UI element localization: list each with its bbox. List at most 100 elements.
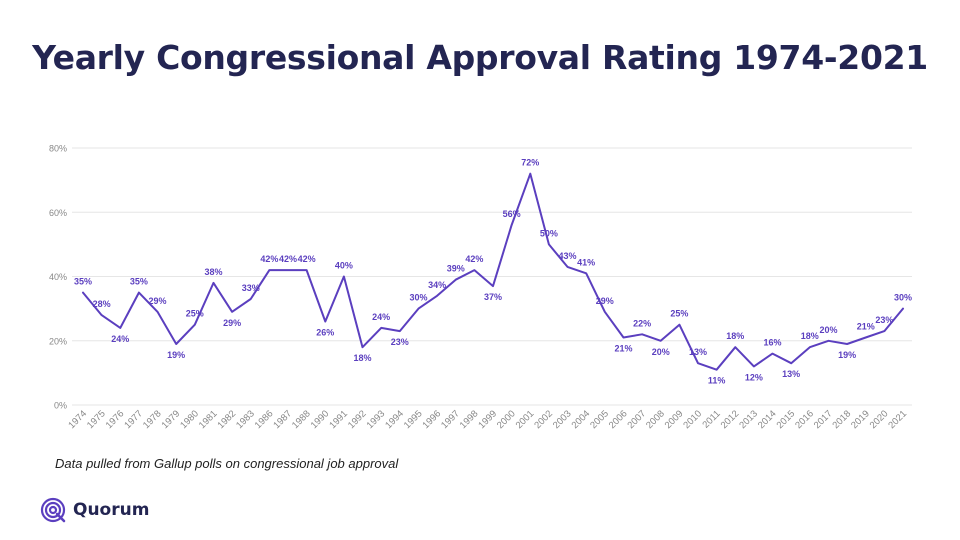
data-label: 56% <box>503 209 521 219</box>
data-label: 42% <box>298 254 316 264</box>
x-tick-label: 2003 <box>551 408 574 431</box>
x-tick-label: 2018 <box>830 408 853 431</box>
data-label: 50% <box>540 228 558 238</box>
data-label: 41% <box>577 257 595 267</box>
series-layer <box>82 172 904 371</box>
data-label: 38% <box>204 267 222 277</box>
data-label: 20% <box>819 325 837 335</box>
data-label: 29% <box>596 296 614 306</box>
data-label: 35% <box>130 277 148 287</box>
data-label: 20% <box>652 347 670 357</box>
x-tick-label: 1975 <box>85 408 108 431</box>
x-tick-label: 1995 <box>402 408 425 431</box>
x-tick-label: 2014 <box>756 408 779 431</box>
data-label: 25% <box>670 309 688 319</box>
data-label: 24% <box>372 312 390 322</box>
data-label: 43% <box>559 251 577 261</box>
data-label: 72% <box>521 158 539 168</box>
data-label: 29% <box>149 296 167 306</box>
data-label: 33% <box>242 283 260 293</box>
data-label: 42% <box>260 254 278 264</box>
x-tick-label: 1997 <box>439 408 462 431</box>
data-label: 35% <box>74 277 92 287</box>
quorum-logo: Quorum <box>40 497 149 523</box>
y-tick-label: 40% <box>49 272 67 282</box>
y-tick-label: 20% <box>49 336 67 346</box>
x-tick-label: 1976 <box>104 408 127 431</box>
data-label-layer: 35%28%24%35%29%19%25%38%29%33%42% 42% 42%2… <box>74 158 912 386</box>
data-label: 34% <box>428 280 446 290</box>
data-label: 37% <box>484 292 502 302</box>
x-tick-label: 2012 <box>719 408 742 431</box>
x-tick-label: 2005 <box>588 408 611 431</box>
data-label: 11% <box>708 376 726 386</box>
quorum-logo-icon <box>40 497 66 523</box>
grid-layer <box>72 147 912 406</box>
series-line <box>82 172 904 371</box>
data-label: 42% <box>465 254 483 264</box>
data-label: 30% <box>894 293 912 303</box>
x-tick-label: 1974 <box>66 408 89 431</box>
x-tick-label: 1993 <box>365 408 388 431</box>
x-axis-ticks: 1974197519761977197819791980198119821983… <box>66 408 909 431</box>
x-tick-label: 2000 <box>495 408 518 431</box>
data-label: 30% <box>409 293 427 303</box>
x-tick-label: 1991 <box>327 408 350 431</box>
data-label: 22% <box>633 318 651 328</box>
x-tick-label: 2001 <box>514 408 537 431</box>
x-tick-label: 1996 <box>420 408 443 431</box>
x-tick-label: 1987 <box>271 408 294 431</box>
data-label: 23% <box>391 337 409 347</box>
chart-title: Yearly Congressional Approval Rating 197… <box>32 38 928 77</box>
data-label: 18% <box>801 331 819 341</box>
y-tick-label: 0% <box>54 401 67 411</box>
x-tick-label: 1990 <box>309 408 332 431</box>
data-label: 21% <box>614 344 632 354</box>
data-label: 26% <box>316 327 334 337</box>
data-label: 13% <box>689 347 707 357</box>
data-label: 25% <box>186 309 204 319</box>
x-tick-label: 1998 <box>458 408 481 431</box>
x-tick-label: 1982 <box>215 408 238 431</box>
x-tick-label: 1977 <box>122 408 145 431</box>
x-tick-label: 2015 <box>775 408 798 431</box>
data-label: 19% <box>167 350 185 360</box>
y-tick-label: 80% <box>49 144 67 154</box>
x-tick-label: 2013 <box>737 408 760 431</box>
x-tick-label: 2008 <box>644 408 667 431</box>
data-label: 23% <box>875 315 893 325</box>
data-label: 12% <box>745 372 763 382</box>
data-label: 39% <box>447 264 465 274</box>
x-tick-label: 2010 <box>681 408 704 431</box>
y-tick-label: 60% <box>49 208 67 218</box>
x-tick-label: 1988 <box>290 408 313 431</box>
x-tick-label: 2006 <box>607 408 630 431</box>
data-label: 42% <box>279 254 297 264</box>
line-chart: 0%20%40%60%80% 1974197519761977197819791… <box>49 144 912 432</box>
data-label: 21% <box>857 322 875 332</box>
x-tick-label: 2011 <box>701 408 723 430</box>
data-label: 18% <box>726 331 744 341</box>
data-label: 18% <box>354 353 372 363</box>
data-label: 19% <box>838 350 856 360</box>
data-label: 40% <box>335 261 353 271</box>
source-footnote: Data pulled from Gallup polls on congres… <box>55 456 399 471</box>
data-label: 24% <box>111 334 129 344</box>
x-tick-label: 2002 <box>532 408 555 431</box>
x-tick-label: 2004 <box>570 408 593 431</box>
y-axis-ticks: 0% 20% 40% 60% 80% <box>49 144 67 411</box>
data-label: 16% <box>764 338 782 348</box>
x-tick-label: 1999 <box>476 408 499 431</box>
x-tick-label: 1986 <box>253 408 276 431</box>
x-tick-label: 2020 <box>868 408 891 431</box>
x-tick-label: 1978 <box>141 408 164 431</box>
x-tick-label: 2021 <box>886 408 909 431</box>
x-tick-label: 1992 <box>346 408 369 431</box>
x-tick-label: 1979 <box>160 408 183 431</box>
data-label: 28% <box>93 299 111 309</box>
x-tick-label: 1994 <box>383 408 406 431</box>
x-tick-label: 2019 <box>849 408 872 431</box>
x-tick-label: 2007 <box>625 408 648 431</box>
x-tick-label: 2017 <box>812 408 835 431</box>
x-tick-label: 1980 <box>178 408 201 431</box>
